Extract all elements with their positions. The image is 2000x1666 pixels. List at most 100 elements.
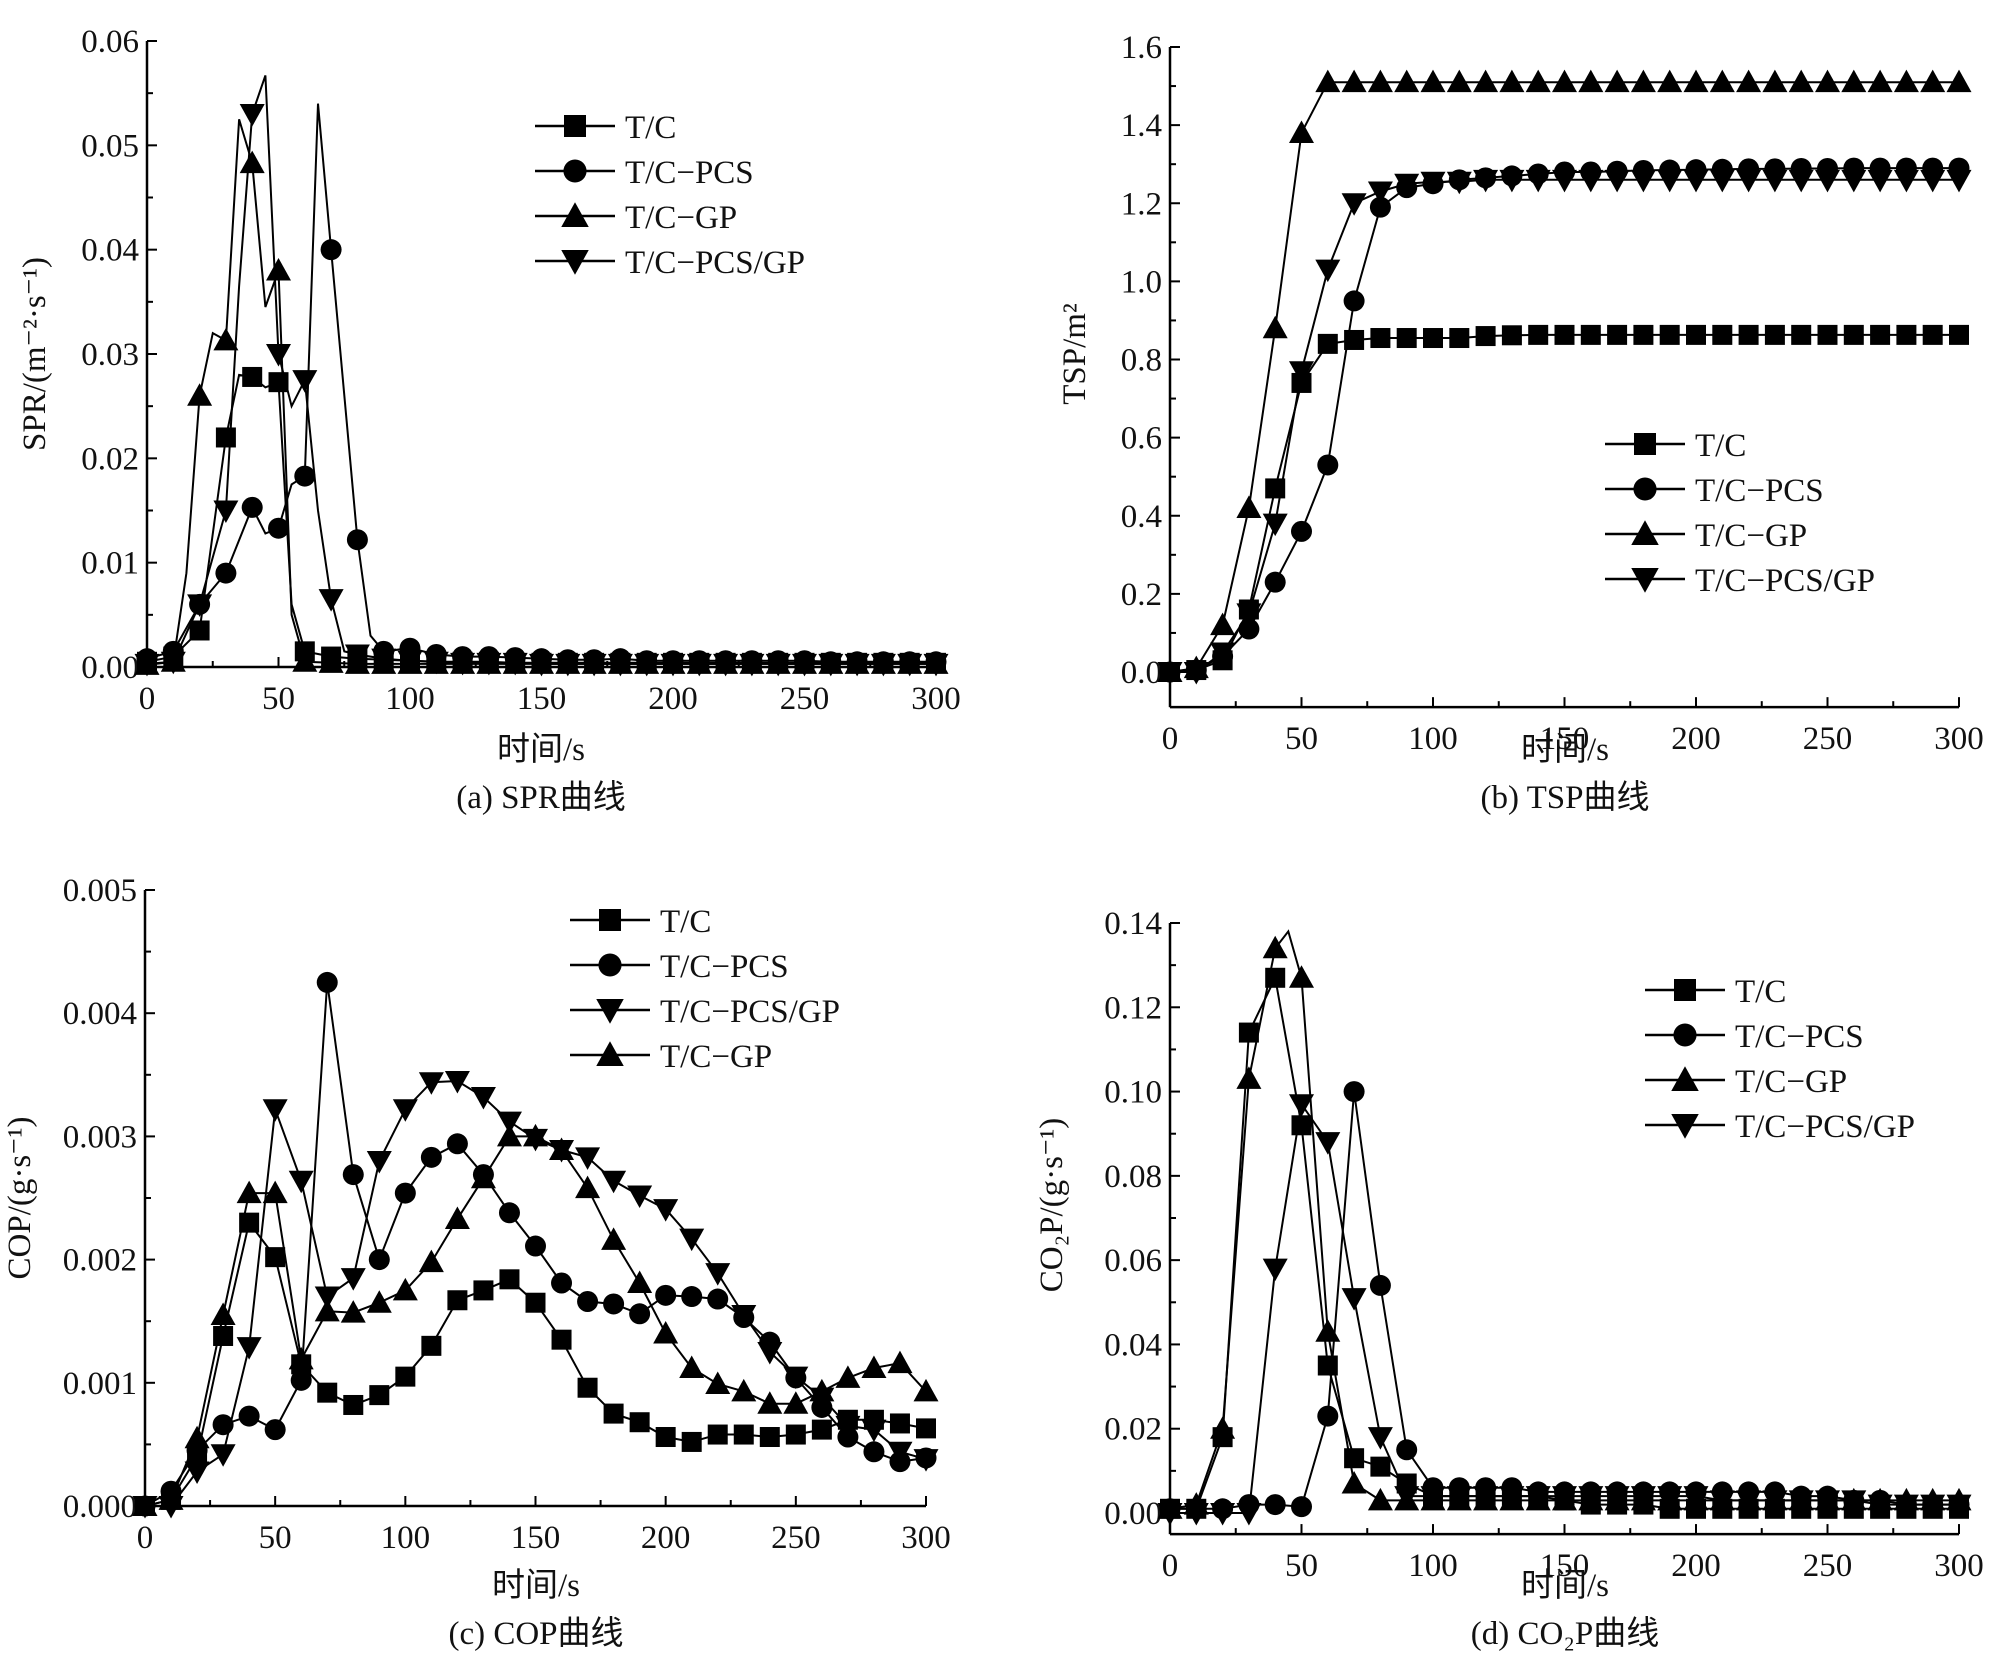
data-point-tc-gp: [1210, 612, 1236, 636]
data-point-tc-pcs-gp: [1683, 169, 1709, 193]
legend-item-tc-pcs-gp: T/C−PCS/GP: [1605, 563, 1875, 599]
data-point-tc-gp: [1367, 69, 1393, 93]
data-point-tc-gp: [835, 1365, 861, 1388]
data-point-tc-pcs-gp: [887, 1441, 913, 1465]
data-point-tc-pcs-gp: [679, 1228, 705, 1252]
data-point-tc-pcs-gp: [1604, 169, 1630, 193]
data-point-tc-pcs-gp: [496, 1111, 522, 1135]
legend-item-tc-gp: T/C−GP: [535, 200, 737, 236]
data-point-tc-pcs-gp: [1289, 1094, 1314, 1117]
x-tick-label: 100: [1408, 721, 1458, 757]
series-line-tc-pcs-gp: [146, 75, 936, 665]
data-point-tc: [1580, 324, 1601, 345]
data-point-tc-gp: [1525, 69, 1551, 93]
data-point-tc-pcs-gp: [1657, 169, 1683, 193]
data-point-tc-gp: [318, 650, 344, 673]
data-point-tc-pcs-gp: [1236, 603, 1262, 626]
data-point-tc-pcs-gp: [1815, 169, 1840, 193]
legend-item-tc-gp: T/C−GP: [1645, 1064, 1847, 1100]
data-point-tc-gp: [1341, 69, 1367, 93]
legend-label: T/C−GP: [1695, 518, 1807, 554]
legend-marker-tc-pcs-gp: [561, 250, 589, 275]
series-tc-pcs-gp: [1157, 169, 1972, 685]
panel-b-ylabel: TSP/m²: [1057, 303, 1093, 405]
panel-c-caption: (c) COP曲线: [448, 1615, 623, 1652]
data-point-tc-pcs: [1264, 1494, 1286, 1516]
data-point-tc-pcs-gp: [476, 652, 502, 676]
data-point-tc: [733, 1424, 754, 1445]
y-tick-label: 0.004: [63, 996, 137, 1032]
data-point-tc-pcs-gp: [1341, 193, 1367, 216]
data-point-tc-pcs-gp: [1315, 1132, 1341, 1155]
data-point-tc: [525, 1292, 546, 1313]
data-point-tc-pcs-gp: [1578, 169, 1604, 193]
data-point-tc-pcs-gp: [607, 653, 633, 677]
data-point-tc: [916, 1418, 936, 1439]
data-point-tc: [317, 1382, 338, 1403]
data-point-tc-pcs: [368, 1249, 390, 1271]
legend-label: T/C−PCS: [660, 949, 789, 985]
data-point-tc-pcs-gp: [292, 370, 318, 393]
data-point-tc: [1396, 328, 1417, 349]
data-point-tc-gp: [288, 1346, 314, 1370]
data-point-tc-pcs-gp: [1946, 169, 1972, 193]
y-tick-label: 0.4: [1121, 499, 1162, 535]
series-tc-gp: [132, 1123, 939, 1516]
data-point-tc-gp: [340, 1300, 366, 1323]
data-point-tc-pcs-gp: [1473, 1486, 1499, 1509]
series-tc-gp: [1157, 69, 1972, 682]
data-point-tc-pcs-gp: [792, 653, 817, 677]
legend-marker-tc: [1674, 979, 1696, 1001]
data-point-tc-pcs-gp: [861, 1419, 887, 1443]
data-point-tc-gp: [757, 1391, 783, 1414]
y-tick-label: 1.4: [1121, 108, 1162, 144]
data-point-tc: [1370, 1456, 1391, 1477]
data-point-tc-pcs-gp: [418, 1072, 444, 1095]
data-point-tc: [1843, 324, 1864, 345]
panel-c-plot: 0 50 100 150 200 250 300 0.000 0.001 0.002 0.003 0.…: [63, 873, 951, 1556]
y-tick-label: 0.001: [63, 1366, 137, 1402]
data-point-tc-pcs-gp: [1157, 1503, 1183, 1526]
data-point-tc-gp: [1762, 69, 1788, 93]
legend-label: T/C−PCS: [1695, 473, 1824, 509]
data-point-tc-gp: [1394, 69, 1420, 93]
x-tick-label: 0: [139, 681, 156, 717]
data-point-tc-gp: [1815, 69, 1840, 93]
y-tick-label: 0.00: [81, 650, 139, 686]
data-point-tc: [1528, 324, 1549, 345]
data-point-tc-gp: [1841, 69, 1867, 93]
data-point-tc-pcs: [446, 1133, 468, 1155]
data-point-tc-pcs: [1291, 520, 1312, 542]
y-tick-label: 0.04: [1104, 1327, 1162, 1363]
data-point-tc-pcs-gp: [1525, 169, 1551, 193]
y-tick-label: 0.06: [81, 24, 139, 60]
panel-b-plot: 0 50 100 150 200 250 300 0.0 0.2 0.4 0.6 0.8 1.0 1.2 1…: [1121, 30, 1984, 757]
series-tc-pcs-gp: [1157, 1094, 1972, 1526]
data-point-tc-gp: [1262, 935, 1288, 959]
data-point-tc-gp: [575, 1175, 601, 1199]
data-point-tc-pcs: [238, 1405, 260, 1427]
data-point-tc: [1896, 324, 1917, 345]
data-point-tc-pcs-gp: [713, 653, 739, 677]
legend-item-tc-pcs: T/C−PCS: [535, 155, 754, 191]
data-point-tc-pcs-gp: [1867, 1494, 1893, 1518]
panel-b-caption: (b) TSP曲线: [1481, 779, 1650, 816]
x-tick-label: 300: [1934, 1548, 1984, 1584]
data-point-tc-pcs-gp: [1578, 1486, 1604, 1509]
x-tick-label: 100: [381, 1520, 431, 1556]
data-point-tc-pcs-gp: [314, 1286, 340, 1310]
data-point-tc: [1554, 324, 1575, 345]
data-point-tc-pcs: [1396, 1439, 1418, 1461]
x-tick-label: 150: [1540, 1548, 1590, 1584]
legend-label: T/C−PCS: [1735, 1019, 1864, 1055]
data-point-tc-pcs: [707, 1288, 729, 1310]
legend-marker-tc: [564, 115, 586, 137]
data-point-tc: [655, 1427, 676, 1448]
data-point-tc-gp: [679, 1355, 705, 1379]
x-tick-label: 300: [901, 1520, 951, 1556]
data-point-tc-pcs-gp: [160, 651, 186, 675]
data-point-tc: [577, 1377, 598, 1398]
data-point-tc-gp: [132, 1493, 158, 1516]
data-point-tc-gp: [913, 1378, 939, 1402]
data-point-tc-pcs-gp: [1315, 259, 1341, 283]
